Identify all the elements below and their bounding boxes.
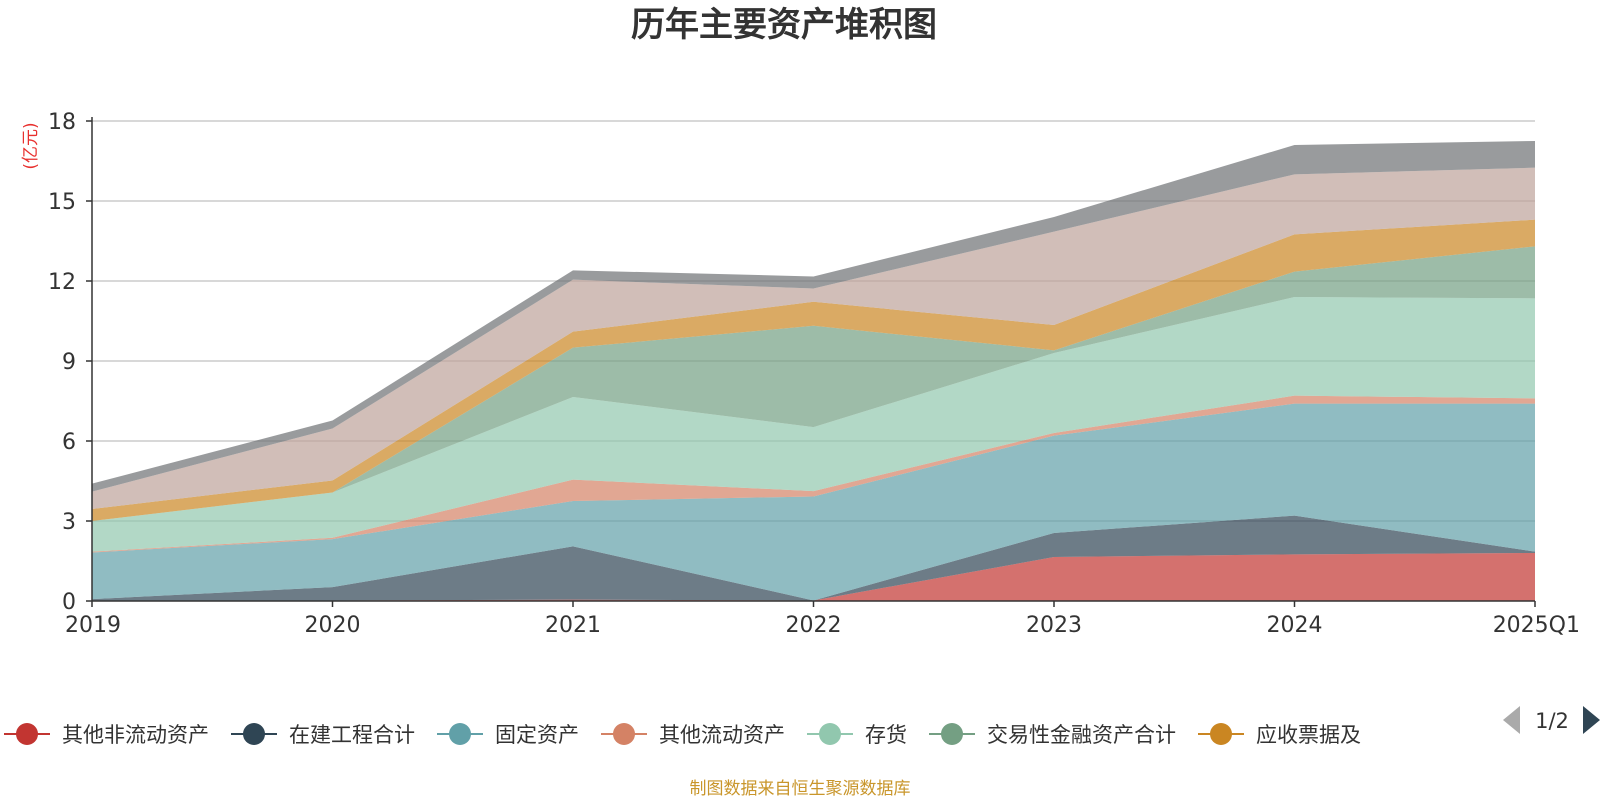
legend-label: 应收票据及 — [1256, 723, 1361, 747]
y-tick-label: 3 — [62, 510, 76, 535]
series-area-3 — [92, 403, 1535, 601]
series-area-5 — [92, 297, 1535, 552]
y-axis-unit: (亿元) — [21, 122, 41, 169]
x-tick-label: 2024 — [1267, 613, 1323, 638]
y-tick-label: 18 — [48, 110, 76, 135]
legend-label: 其他非流动资产 — [62, 723, 209, 747]
y-axis-tick-labels: 0 3 6 9 12 15 18 — [48, 110, 76, 615]
x-tick-label: 2023 — [1026, 613, 1082, 638]
x-tick-label: 2019 — [65, 613, 121, 638]
legend-marker — [243, 723, 265, 745]
series-areas — [92, 141, 1535, 601]
legend-marker — [449, 723, 471, 745]
series-area-6 — [92, 246, 1535, 521]
x-axis-tick-labels: 2019 2020 2021 2022 2023 2024 2025Q1 — [65, 613, 1580, 638]
legend-item[interactable]: 固定资产 — [437, 723, 579, 747]
legend-marker — [16, 723, 38, 745]
chart-title: 历年主要资产堆积图 — [631, 5, 937, 45]
series-area-2 — [92, 515, 1535, 601]
series-area-8 — [92, 167, 1535, 510]
series-area-7 — [92, 219, 1535, 522]
y-tick-label: 0 — [62, 590, 76, 615]
y-tick-label: 9 — [62, 350, 76, 375]
legend-label: 其他流动资产 — [659, 723, 785, 747]
legend-marker — [819, 723, 841, 745]
series-area-4 — [92, 395, 1535, 553]
legend-prev-icon[interactable] — [1503, 706, 1520, 734]
axes — [86, 117, 1536, 607]
legend-label: 在建工程合计 — [289, 723, 415, 747]
x-tick-label: 2020 — [305, 613, 361, 638]
legend-marker — [941, 723, 963, 745]
x-tick-label: 2025Q1 — [1493, 613, 1580, 638]
legend-label: 固定资产 — [495, 723, 579, 747]
legend-pager: 1/2 — [1503, 706, 1600, 734]
legend-item[interactable]: 在建工程合计 — [231, 723, 415, 747]
legend-item[interactable]: 交易性金融资产合计 — [929, 723, 1176, 747]
legend: 其他非流动资产 在建工程合计 固定资产 其他流动资产 存货 交易性金融资产合计 应收票据及 — [4, 723, 1361, 747]
legend-label: 存货 — [865, 723, 907, 747]
legend-page-label: 1/2 — [1535, 709, 1569, 733]
legend-label: 交易性金融资产合计 — [987, 723, 1176, 747]
y-tick-label: 15 — [48, 190, 76, 215]
legend-next-icon[interactable] — [1583, 706, 1600, 734]
legend-marker — [613, 723, 635, 745]
legend-item[interactable]: 应收票据及 — [1198, 723, 1361, 747]
y-tick-label: 12 — [48, 270, 76, 295]
legend-marker — [1210, 723, 1232, 745]
legend-item[interactable]: 存货 — [807, 723, 907, 747]
legend-item[interactable]: 其他流动资产 — [601, 723, 785, 747]
data-source-note: 制图数据来自恒生聚源数据库 — [690, 779, 911, 799]
x-tick-label: 2021 — [545, 613, 601, 638]
legend-item[interactable]: 其他非流动资产 — [4, 723, 209, 747]
y-tick-label: 6 — [62, 430, 76, 455]
x-tick-label: 2022 — [786, 613, 842, 638]
series-area-1 — [92, 553, 1535, 601]
